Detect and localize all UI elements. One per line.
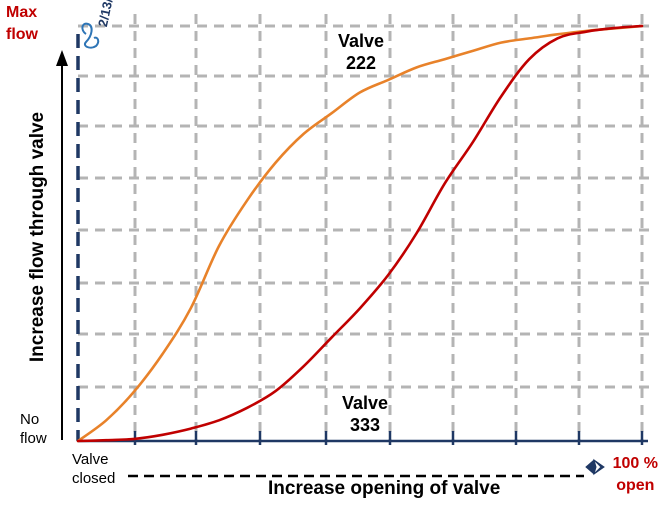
series-line-valve-333 <box>76 24 644 443</box>
series-layer <box>76 24 644 443</box>
series-label-valve-222: Valve 222 <box>337 31 385 73</box>
decor-layer <box>56 22 605 478</box>
max-flow-label: Max flow <box>6 4 38 43</box>
y-arrow-head-icon <box>56 50 68 66</box>
chart-axes <box>76 34 648 445</box>
open-marker-icon <box>585 458 605 476</box>
x-axis-label: Increase opening of valve <box>268 478 501 499</box>
y-axis-label: Increase flow through valve <box>27 111 48 363</box>
valve-closed-label: Valve closed <box>72 451 116 487</box>
open-100-label: 100 % open <box>612 455 658 494</box>
signature-mark-icon <box>81 22 100 49</box>
series-line-valve-222 <box>76 24 644 443</box>
series-label-valve-333: Valve 333 <box>341 393 389 435</box>
chart-grid <box>78 14 650 441</box>
no-flow-label: No flow <box>20 411 47 447</box>
